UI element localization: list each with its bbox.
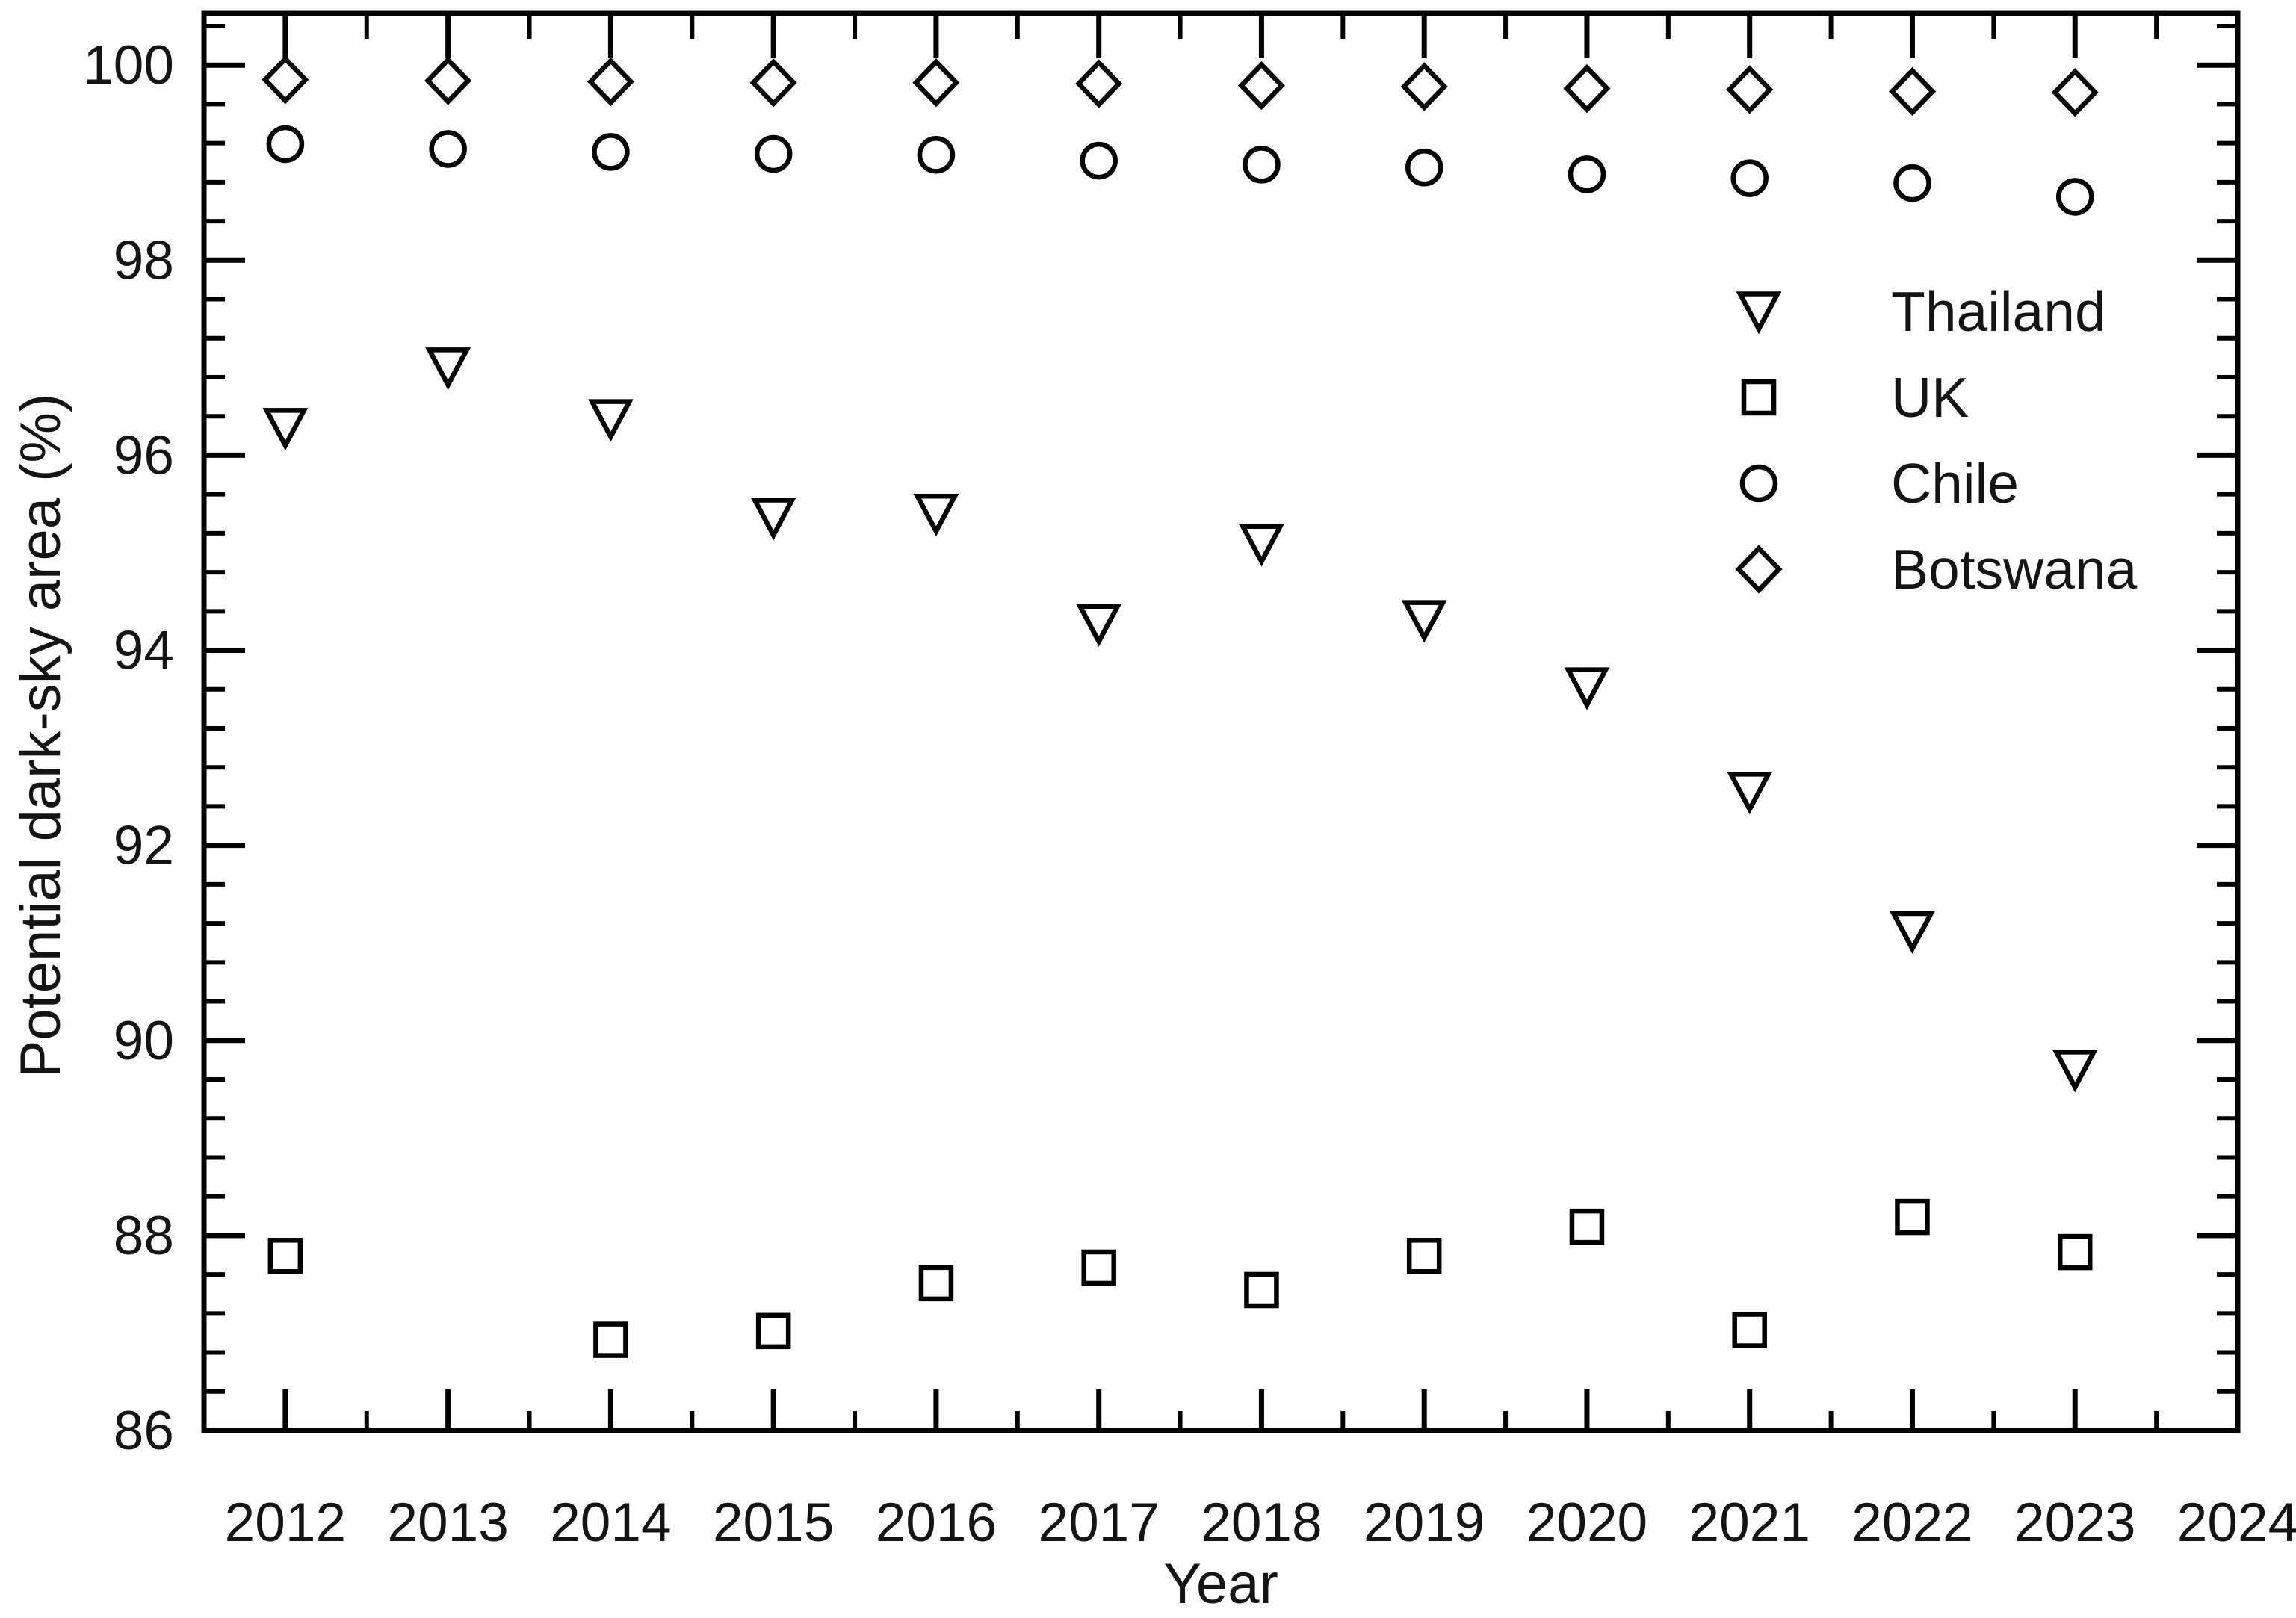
legend: Thailand UK Chile Botswana — [1735, 280, 2138, 601]
marker-thailand-2016 — [913, 494, 959, 537]
marker-thailand-2020 — [1564, 667, 1610, 710]
legend-item-chile: Chile — [1739, 452, 2019, 515]
series-thailand — [262, 347, 2098, 1093]
marker-chile-2019 — [1405, 149, 1443, 187]
marker-chile-2013 — [429, 130, 467, 168]
y-axis-title: Potential dark-sky area (%) — [9, 394, 72, 1079]
y-tick-label: 86 — [114, 1401, 174, 1461]
marker-uk-2015 — [755, 1312, 791, 1350]
legend-item-thailand: Thailand — [1736, 280, 2106, 343]
x-tick-label: 2017 — [1038, 1493, 1159, 1553]
y-tick-label: 92 — [114, 816, 174, 876]
marker-thailand-2013 — [425, 347, 471, 391]
series-botswana — [262, 55, 2099, 117]
marker-uk-2012 — [267, 1238, 303, 1274]
series-uk — [267, 1198, 2093, 1358]
marker-chile-2023 — [2055, 178, 2094, 216]
y-tick-label: 100 — [83, 35, 174, 96]
legend-square-icon — [1741, 379, 1777, 416]
marker-thailand-2023 — [2052, 1050, 2098, 1093]
marker-botswana-2021 — [1726, 65, 1774, 114]
marker-thailand-2015 — [750, 498, 796, 541]
x-tick-label: 2012 — [225, 1493, 346, 1553]
marker-botswana-2019 — [1400, 62, 1448, 111]
x-tick-label: 2023 — [2014, 1493, 2135, 1553]
marker-chile-2022 — [1893, 164, 1931, 202]
legend-circle-icon — [1739, 464, 1778, 503]
marker-uk-2023 — [2057, 1233, 2093, 1271]
marker-chile-2021 — [1730, 159, 1769, 197]
marker-uk-2017 — [1081, 1249, 1116, 1286]
marker-uk-2021 — [1732, 1312, 1767, 1348]
marker-botswana-2020 — [1563, 63, 1611, 114]
x-tick-label: 2021 — [1689, 1493, 1810, 1553]
marker-uk-2014 — [593, 1321, 628, 1358]
legend-label: Chile — [1891, 452, 2019, 515]
marker-botswana-2016 — [912, 58, 960, 108]
marker-chile-2014 — [592, 133, 630, 171]
marker-botswana-2014 — [587, 57, 634, 107]
x-tick-label: 2019 — [1364, 1493, 1485, 1553]
x-tick-label: 2020 — [1526, 1493, 1647, 1553]
marker-chile-2020 — [1568, 155, 1606, 193]
legend-item-uk: UK — [1741, 366, 1969, 429]
marker-chile-2017 — [1080, 141, 1118, 180]
marker-botswana-2013 — [424, 56, 472, 105]
y-tick-label: 88 — [114, 1206, 174, 1266]
x-tick-label: 2024 — [2177, 1493, 2296, 1553]
x-tick-label: 2013 — [387, 1493, 508, 1553]
x-tick-label: 2022 — [1851, 1493, 1972, 1553]
x-tick-label: 2015 — [713, 1493, 834, 1553]
plot-frame — [201, 10, 2241, 1433]
marker-thailand-2022 — [1890, 911, 1935, 954]
x-tick-label: 2014 — [550, 1493, 671, 1553]
series-chile — [266, 125, 2094, 216]
marker-botswana-2023 — [2051, 68, 2099, 117]
marker-botswana-2012 — [262, 55, 309, 105]
marker-botswana-2017 — [1075, 59, 1123, 108]
legend-triangle-down-icon — [1736, 291, 1782, 335]
legend-label: UK — [1891, 366, 1969, 429]
plot-area: 86 88 90 92 94 96 98 100 2012 2013 2014 2015 2016 201… — [83, 10, 2296, 1553]
legend-diamond-icon — [1735, 545, 1783, 594]
y-tick-label: 94 — [114, 621, 174, 681]
marker-chile-2015 — [754, 134, 793, 173]
marker-uk-2016 — [918, 1265, 954, 1302]
marker-uk-2018 — [1244, 1271, 1279, 1309]
marker-thailand-2021 — [1727, 772, 1773, 815]
marker-chile-2012 — [266, 125, 305, 164]
marker-uk-2020 — [1569, 1208, 1605, 1245]
y-tick-label: 98 — [114, 230, 174, 291]
y-tick-label: 90 — [114, 1011, 174, 1071]
marker-uk-2019 — [1406, 1238, 1442, 1274]
marker-thailand-2014 — [587, 399, 634, 442]
marker-thailand-2017 — [1076, 604, 1122, 647]
marker-chile-2018 — [1243, 146, 1281, 184]
marker-uk-2022 — [1895, 1198, 1930, 1236]
marker-thailand-2018 — [1239, 524, 1284, 567]
x-tick-label: 2016 — [876, 1493, 997, 1553]
marker-chile-2016 — [917, 136, 956, 174]
marker-botswana-2022 — [1888, 66, 1936, 117]
marker-thailand-2019 — [1401, 600, 1447, 643]
marker-thailand-2012 — [262, 408, 309, 451]
y-tick-label: 96 — [114, 425, 174, 486]
marker-botswana-2015 — [749, 58, 797, 108]
legend-item-botswana: Botswana — [1735, 538, 2138, 601]
legend-label: Thailand — [1891, 280, 2106, 343]
marker-botswana-2018 — [1237, 61, 1285, 111]
x-axis-title: Year — [1163, 1552, 1278, 1616]
x-tick-label: 2018 — [1201, 1493, 1322, 1553]
legend-label: Botswana — [1891, 538, 2138, 601]
